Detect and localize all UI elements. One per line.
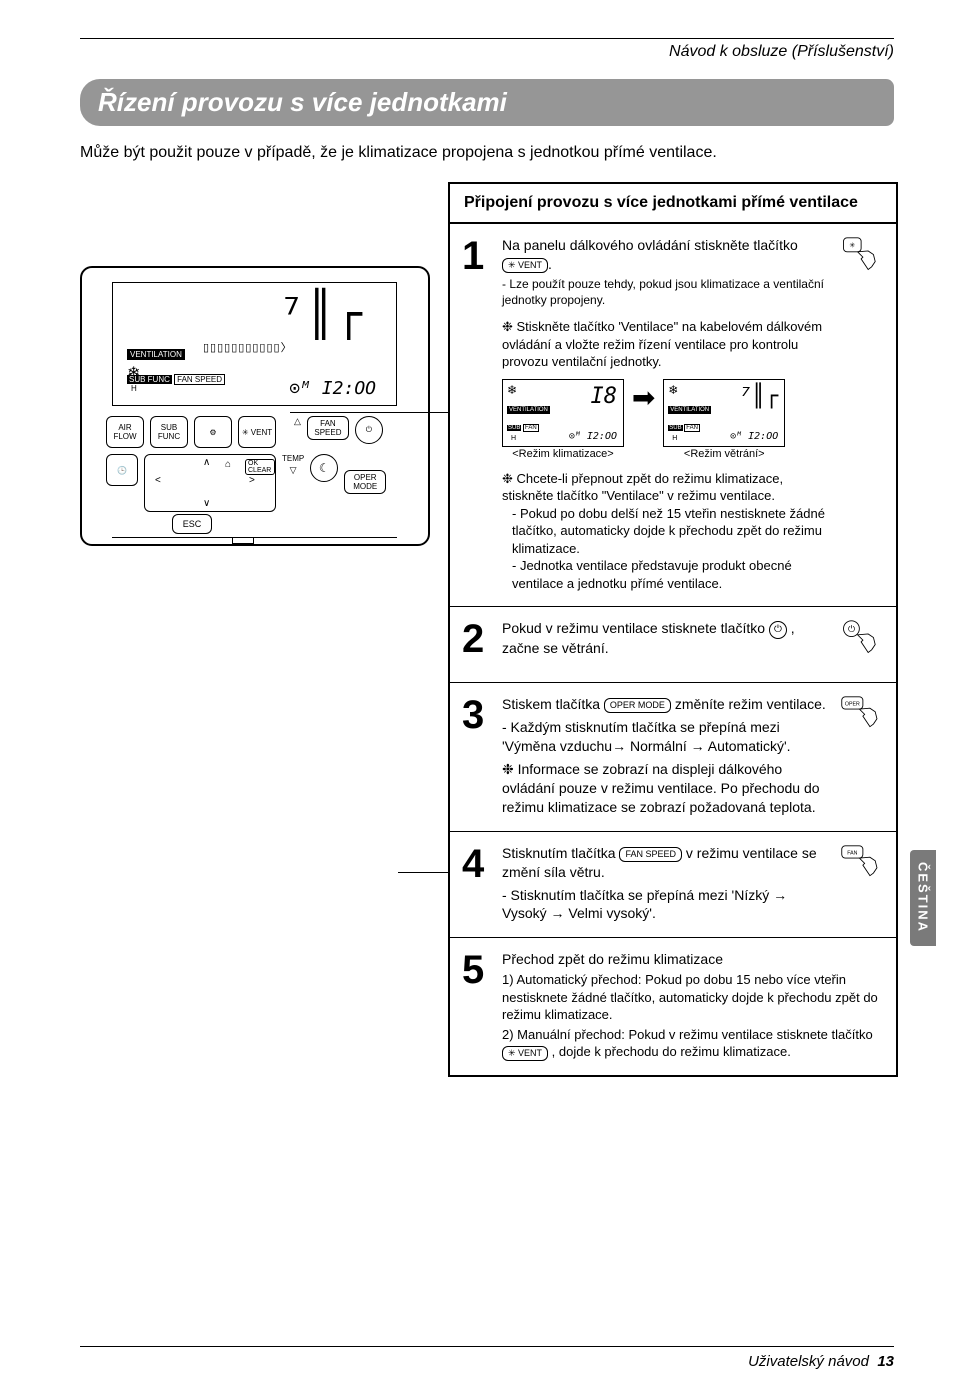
esc-button[interactable]: ESC [172, 514, 212, 534]
lcd-temp: ⁷║┌ [279, 289, 364, 340]
hand-press-icon: ✳ [840, 236, 884, 280]
step3-text-a: Stiskem tlačítka [502, 696, 600, 712]
svg-text:✳: ✳ [849, 241, 855, 249]
svg-text:⏻: ⏻ [848, 625, 855, 635]
step1-note: ❉ Stiskněte tlačítko 'Ventilace" na kabe… [502, 318, 826, 371]
intro-text: Může být použit pouze v případě, že je k… [80, 144, 894, 162]
step3-text-b: změníte režim ventilace. [675, 696, 826, 712]
page-footer: Uživatelský návod 13 [80, 1346, 894, 1370]
step-number: 1 [462, 236, 492, 592]
fanspeed-inline-button[interactable]: FAN SPEED [619, 847, 682, 862]
moon-button[interactable]: ☾ [310, 454, 338, 482]
step-5: 5 Přechod zpět do režimu klimatizace 1) … [450, 938, 896, 1075]
doc-header: Návod k obsluze (Příslušenství) [80, 43, 894, 61]
step4-text-a: Stisknutím tlačítka [502, 845, 616, 861]
step2-text-a: Pokud v režimu ventilace stisknete tlačí… [502, 620, 765, 636]
fanspeed-button[interactable]: FAN SPEED [307, 416, 349, 440]
temp-label: TEMP [282, 454, 304, 463]
mini-lcd-ac: ❄ І8 VENTILATION SUB FAN H ⊙ᴹ І2:ОО [502, 379, 624, 447]
step5-bul2b: , dojde k přechodu do režimu klimatizace… [552, 1044, 791, 1059]
step5-bul2a: 2) Manuální přechod: Pokud v režimu vent… [502, 1027, 873, 1042]
step1-note2b: - Pokud po dobu delší než 15 vteřin nest… [502, 505, 826, 558]
lcd-time: ⊙ᴹ І2:ОО [289, 378, 376, 399]
lcd-bars: ▯▯▯▯▯▯▯▯▯▯▯〉 [203, 339, 293, 355]
arrow-icon: ➡ [632, 379, 655, 417]
svg-text:FAN: FAN [847, 850, 857, 856]
opermode-button[interactable]: OPER MODE [344, 470, 386, 494]
mini-lcd-vent: ❄ ⁷║┌ VENTILATION SUB FAN H ⊙ᴹ І2:ОО [663, 379, 785, 447]
svg-text:OPER: OPER [845, 702, 860, 708]
step1-text-a: Na panelu dálkového ovládání stiskněte t… [502, 237, 798, 253]
opermode-inline-button[interactable]: OPER MODE [604, 698, 671, 713]
vent-button[interactable]: ✳ VENT [238, 416, 276, 448]
remote-button-row-1: AIR FLOW SUB FUNC ⚙ ✳ VENT △ FAN SPEED ⏻ [106, 416, 383, 448]
step5-bul1: 1) Automatický přechod: Pokud po dobu 15… [502, 971, 884, 1024]
remote-lcd: ⁷║┌ ▯▯▯▯▯▯▯▯▯▯▯〉 VENTILATION ❄ SUB FUNC … [112, 282, 397, 406]
settings-button[interactable]: ⚙ [194, 416, 232, 448]
nav-pad[interactable]: ∧ ⌂ OK CLEAR < > ∨ [144, 454, 276, 512]
step-number: 4 [462, 844, 492, 924]
step3-bul1: - Každým stisknutím tlačítka se přepíná … [502, 718, 826, 756]
step-1: 1 Na panelu dálkového ovládání stiskněte… [450, 224, 896, 607]
airflow-button[interactable]: AIR FLOW [106, 416, 144, 448]
instruction-title: Připojení provozu s více jednotkami přím… [450, 184, 896, 224]
step-4: 4 Stisknutím tlačítka FAN SPEED v režimu… [450, 832, 896, 939]
step1-note2c: - Jednotka ventilace představuje produkt… [502, 557, 826, 592]
vent-inline-button[interactable]: ✳ VENT [502, 258, 548, 273]
hand-press-icon: ⏻ [840, 619, 884, 663]
step-number: 2 [462, 619, 492, 668]
step-number: 3 [462, 695, 492, 816]
step1-note2a: ❉ Chcete-li přepnout zpět do režimu klim… [502, 470, 826, 505]
lcd-sub-labels: SUB FUNC FAN SPEED H [127, 375, 225, 393]
power-inline-button[interactable]: ⏻ [769, 621, 787, 639]
hand-press-icon: OPER [840, 695, 884, 739]
step-3: 3 Stiskem tlačítka OPER MODE změníte rež… [450, 683, 896, 831]
instruction-box: Připojení provozu s více jednotkami přím… [448, 182, 898, 1077]
hand-press-icon: FAN [840, 844, 884, 888]
step-2: 2 Pokud v režimu ventilace stisknete tla… [450, 607, 896, 683]
clock-button[interactable]: 🕒 [106, 454, 138, 486]
step4-bul1: - Stisknutím tlačítka se přepíná mezi 'N… [502, 886, 826, 924]
lcd2-caption: <Režim větrání> [663, 447, 785, 462]
subfunc-button[interactable]: SUB FUNC [150, 416, 188, 448]
vent-inline-button-2[interactable]: ✳ VENT [502, 1046, 548, 1061]
lcd1-caption: <Režim klimatizace> [502, 447, 624, 462]
language-tab: ČEŠTINA [910, 850, 936, 946]
step5-title: Přechod zpět do režimu klimatizace [502, 950, 884, 969]
lcd-vent-label: VENTILATION [127, 349, 185, 360]
remote-illustration: ⁷║┌ ▯▯▯▯▯▯▯▯▯▯▯〉 VENTILATION ❄ SUB FUNC … [80, 266, 430, 546]
step3-bul2: ❉ Informace se zobrazí na displeji dálko… [502, 760, 826, 817]
power-button[interactable]: ⏻ [355, 416, 383, 444]
section-title: Řízení provozu s více jednotkami [80, 79, 894, 126]
step1-sub: - Lze použít pouze tehdy, pokud jsou kli… [502, 276, 826, 308]
remote-button-row-2: 🕒 ∧ ⌂ OK CLEAR < > ∨ TEMP ▽ ☾ OPER MODE [106, 454, 386, 512]
step-number: 5 [462, 950, 492, 1061]
